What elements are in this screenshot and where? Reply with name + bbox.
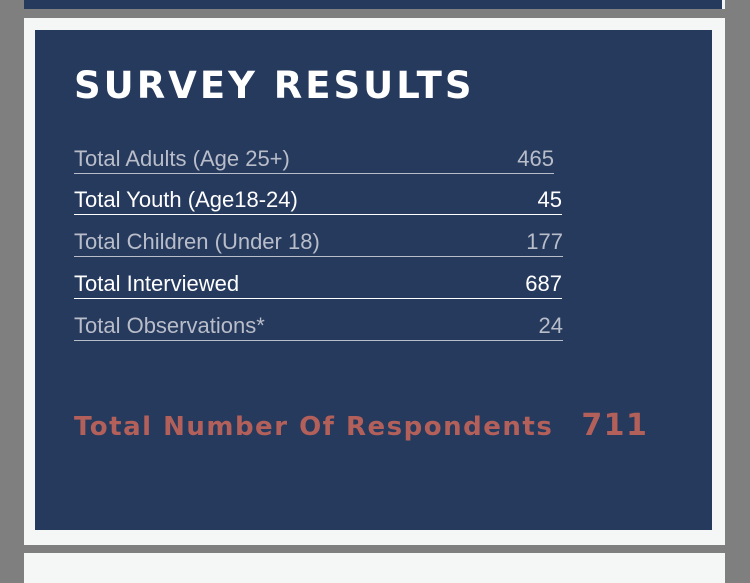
total-respondents-value: 711 [581, 408, 649, 443]
row-value: 465 [517, 146, 554, 171]
next-slide-edge [24, 553, 725, 583]
total-respondents-label: Total Number Of Respondents [74, 412, 554, 442]
previous-slide-edge [24, 0, 725, 9]
row-value: 45 [537, 187, 562, 212]
row-adults: Total Adults (Age 25+) 465 [74, 145, 554, 174]
row-children: Total Children (Under 18) 177 [74, 228, 563, 257]
row-label: Total Adults (Age 25+) [74, 146, 290, 171]
row-observations: Total Observations* 24 [74, 312, 563, 341]
row-youth: Total Youth (Age18-24) 45 [74, 186, 562, 215]
row-label: Total Interviewed [74, 271, 240, 296]
row-label: Total Observations* [74, 313, 265, 338]
slide-card: SURVEY RESULTS Total Adults (Age 25+) 46… [24, 18, 725, 545]
row-value: 687 [525, 271, 562, 296]
row-label: Total Youth (Age18-24) [74, 187, 298, 212]
row-value: 24 [538, 313, 563, 338]
row-interviewed: Total Interviewed 687 [74, 270, 562, 299]
page-title: SURVEY RESULTS [74, 64, 475, 107]
total-respondents: Total Number Of Respondents 711 [74, 408, 648, 443]
row-label: Total Children (Under 18) [74, 229, 320, 254]
row-value: 177 [526, 229, 563, 254]
survey-results-panel: SURVEY RESULTS Total Adults (Age 25+) 46… [35, 30, 712, 530]
